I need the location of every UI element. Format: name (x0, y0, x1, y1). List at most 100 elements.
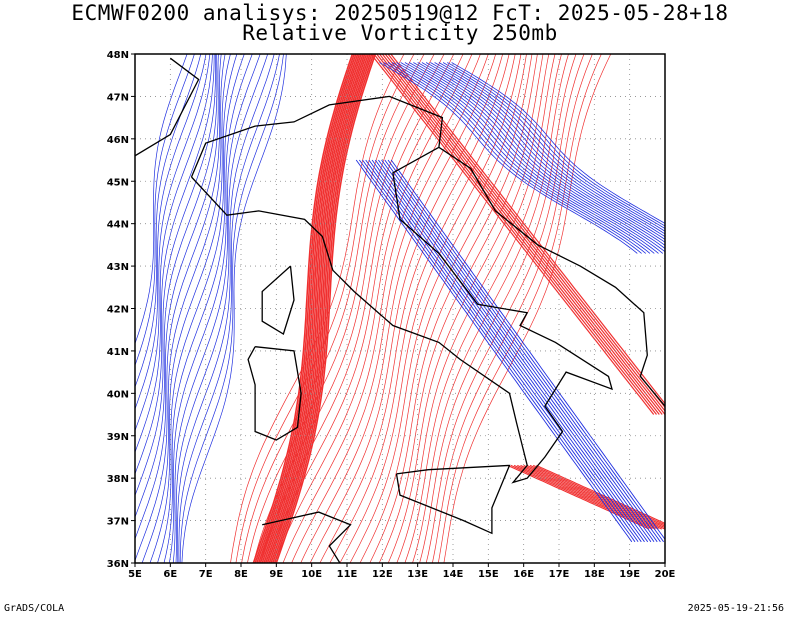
negative-contour (451, 62, 665, 224)
lon-tick-label: 14E (443, 569, 464, 580)
negative-contour (417, 62, 665, 246)
negative-contour (378, 159, 655, 543)
positive-contour (390, 54, 665, 405)
positive-contour (378, 54, 544, 563)
negative-contour (379, 62, 638, 254)
negative-contour (384, 159, 661, 543)
negative-contour (404, 62, 664, 254)
negative-contour (442, 62, 665, 230)
negative-contour (181, 54, 287, 563)
negative-contour (383, 62, 642, 254)
longitude-ticks: 5E 6E 7E 8E 9E 10E 11E 12E 13E 14E 15E 16E 17E 18E 19E… (128, 563, 676, 580)
negative-contour (163, 54, 245, 563)
negative-contour (396, 62, 655, 254)
france-border (135, 57, 200, 157)
negative-contour (425, 62, 665, 240)
positive-contour (373, 54, 657, 415)
lon-tick-label: 10E (301, 569, 322, 580)
footer-timestamp: 2025-05-19-21:56 (687, 603, 784, 614)
negative-contour (447, 62, 665, 227)
negative-contour (374, 159, 652, 543)
lat-tick-label: 42N (107, 305, 129, 316)
negative-contour (135, 54, 215, 475)
lon-tick-label: 17E (549, 569, 570, 580)
positive-contour (300, 54, 497, 563)
negative-contour (135, 54, 211, 432)
lon-tick-label: 15E (478, 569, 499, 580)
lon-tick-label: 9E (269, 569, 283, 580)
negative-contour (430, 62, 665, 238)
positive-contour (510, 464, 653, 530)
positive-contour (387, 54, 550, 563)
lat-tick-label: 37N (107, 517, 129, 528)
lat-tick-label: 40N (107, 389, 129, 400)
map-title: ECMWF0200 analisys: 20250519@12 FcT: 202… (71, 1, 729, 25)
negative-contour (135, 54, 207, 410)
lon-tick-label: 18E (584, 569, 605, 580)
lon-tick-label: 16E (513, 569, 534, 580)
positive-contour (513, 464, 656, 530)
sicily-outline (395, 464, 511, 535)
lat-tick-label: 39N (107, 432, 129, 443)
italy-peninsula-outline (191, 146, 613, 484)
positive-contour (532, 464, 665, 526)
corsica-outline (261, 265, 295, 335)
positive-contour (507, 464, 650, 530)
negative-contour (168, 54, 253, 563)
positive-contour (517, 464, 659, 530)
positive-contour (263, 54, 364, 563)
lat-tick-label: 38N (107, 474, 129, 485)
lat-tick-label: 44N (107, 220, 129, 231)
positive-contour (273, 54, 375, 563)
north-africa-coast (262, 511, 352, 563)
negative-contour (157, 54, 238, 563)
negative-contour (400, 62, 659, 254)
negative-contour (381, 159, 658, 543)
positive-contour (437, 54, 602, 563)
negative-contour (135, 54, 216, 497)
negative-contour (178, 54, 280, 563)
lon-tick-label: 13E (407, 569, 428, 580)
lat-tick-label: 43N (107, 262, 129, 273)
positive-contour (264, 54, 366, 563)
footer-software-label: GrADS/COLA (4, 603, 65, 614)
positive-contour (379, 54, 663, 415)
negative-contour (421, 62, 665, 243)
lon-tick-label: 5E (128, 569, 142, 580)
positive-contour (275, 54, 377, 563)
lat-tick-label: 36N (107, 559, 129, 570)
positive-contour (257, 54, 359, 563)
lon-tick-label: 12E (372, 569, 393, 580)
lon-tick-label: 8E (234, 569, 248, 580)
lon-tick-label: 20E (655, 569, 676, 580)
lon-tick-label: 7E (199, 569, 213, 580)
negative-contour (387, 62, 647, 254)
positive-contour (309, 54, 504, 563)
lat-tick-label: 41N (107, 347, 129, 358)
lon-tick-label: 19E (619, 569, 640, 580)
latitude-ticks: 36N 37N 38N 39N 40N 41N 42N 43N 44N 45N 46N 47N 48N (107, 50, 135, 570)
plot-area (135, 54, 665, 563)
alps-border (190, 95, 444, 178)
negative-contour (438, 62, 665, 232)
negative-contour (408, 62, 665, 253)
positive-contour (536, 464, 665, 524)
lon-tick-label: 6E (163, 569, 177, 580)
negative-contour (368, 159, 645, 543)
positive-contour (270, 54, 371, 563)
positive-contour (259, 54, 455, 563)
positive-contour (529, 464, 665, 527)
positive-contour (526, 464, 665, 529)
positive-contour (319, 54, 510, 563)
positive-contour (523, 464, 665, 530)
positive-contour (268, 54, 370, 563)
lat-tick-label: 45N (107, 177, 129, 188)
sardinia-outline (247, 346, 302, 441)
positive-contour (259, 54, 361, 563)
balkan-coast-outline (438, 146, 665, 407)
positive-contour (376, 54, 660, 415)
coastlines-borders (135, 57, 665, 563)
negative-contour (135, 54, 222, 562)
positive-contour (370, 54, 655, 415)
